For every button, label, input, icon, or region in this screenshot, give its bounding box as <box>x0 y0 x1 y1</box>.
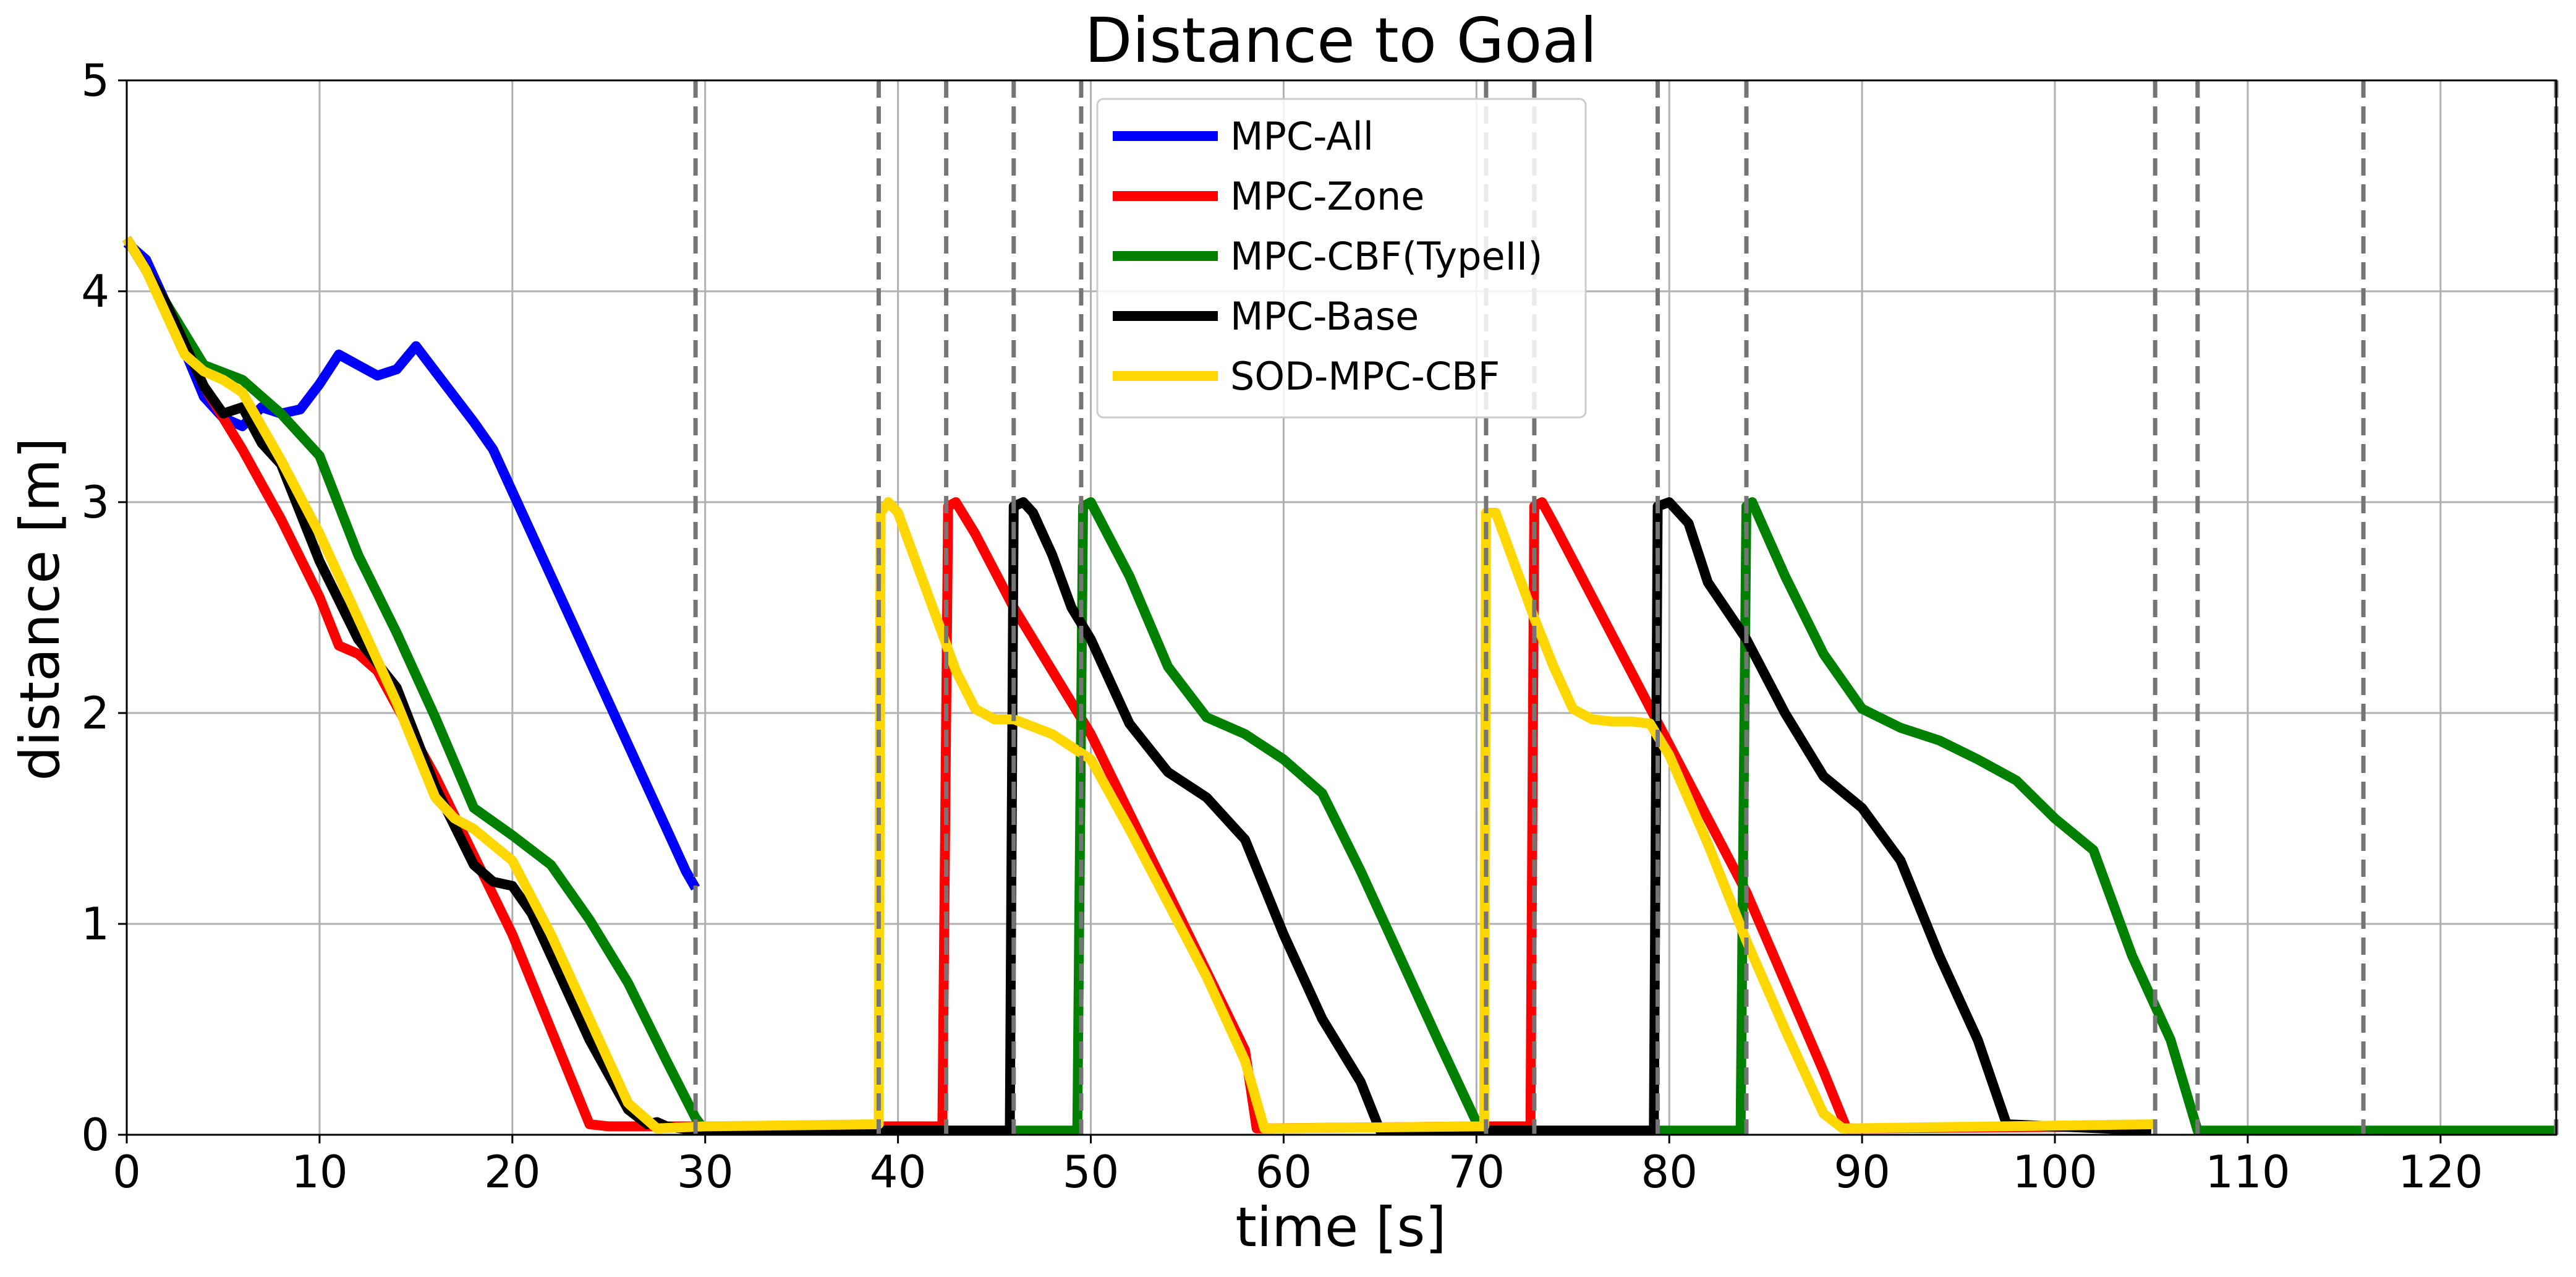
x-tick-label: 60 <box>1256 1146 1312 1198</box>
legend-label: MPC-CBF(TypeII) <box>1230 234 1542 279</box>
x-axis-ticks: 0 10 20 30 40 50 60 70 80 90 100 110 120 <box>113 1135 2483 1198</box>
y-tick-label: 5 <box>81 54 109 106</box>
vertical-marker-layer <box>693 80 2559 1135</box>
x-tick-label: 80 <box>1641 1146 1698 1198</box>
legend-label: MPC-Base <box>1230 294 1419 339</box>
x-tick-label: 20 <box>484 1146 541 1198</box>
legend-box <box>1096 98 1587 419</box>
legend-label: SOD-MPC-CBF <box>1230 354 1500 399</box>
legend: MPC-All MPC-Zone MPC-CBF(TypeII) MPC-Base SO… <box>1096 98 1587 419</box>
x-tick-label: 0 <box>113 1146 141 1198</box>
y-axis-ticks: 0 1 2 3 4 5 <box>81 54 127 1161</box>
x-axis-label: time [s] <box>1235 1195 1446 1259</box>
y-tick-label: 1 <box>81 898 109 950</box>
legend-label: MPC-All <box>1230 114 1374 159</box>
y-tick-label: 4 <box>81 265 109 317</box>
series-line-sod-mpc-cbf <box>122 236 2156 1134</box>
plot-frame <box>125 79 2557 1136</box>
series-layer <box>122 236 2556 1136</box>
y-tick-label: 2 <box>81 687 109 739</box>
x-tick-label: 70 <box>1448 1146 1505 1198</box>
chart-title: Distance to Goal <box>1085 4 1597 77</box>
x-tick-label: 50 <box>1063 1146 1120 1198</box>
x-tick-label: 30 <box>677 1146 734 1198</box>
y-axis-label: distance [m] <box>8 437 72 780</box>
y-tick-label: 3 <box>81 476 109 528</box>
series-line-mpc-cbf-typeii <box>122 236 2556 1136</box>
legend-label: MPC-Zone <box>1230 174 1424 219</box>
y-tick-label: 0 <box>81 1109 109 1161</box>
x-tick-label: 120 <box>2398 1146 2483 1198</box>
x-tick-label: 100 <box>2012 1146 2097 1198</box>
x-tick-label: 110 <box>2205 1146 2290 1198</box>
series-line-mpc-all <box>123 239 700 890</box>
series-line-mpc-zone <box>122 236 2152 1134</box>
x-tick-label: 10 <box>291 1146 348 1198</box>
x-tick-label: 90 <box>1834 1146 1890 1198</box>
x-tick-label: 40 <box>870 1146 927 1198</box>
